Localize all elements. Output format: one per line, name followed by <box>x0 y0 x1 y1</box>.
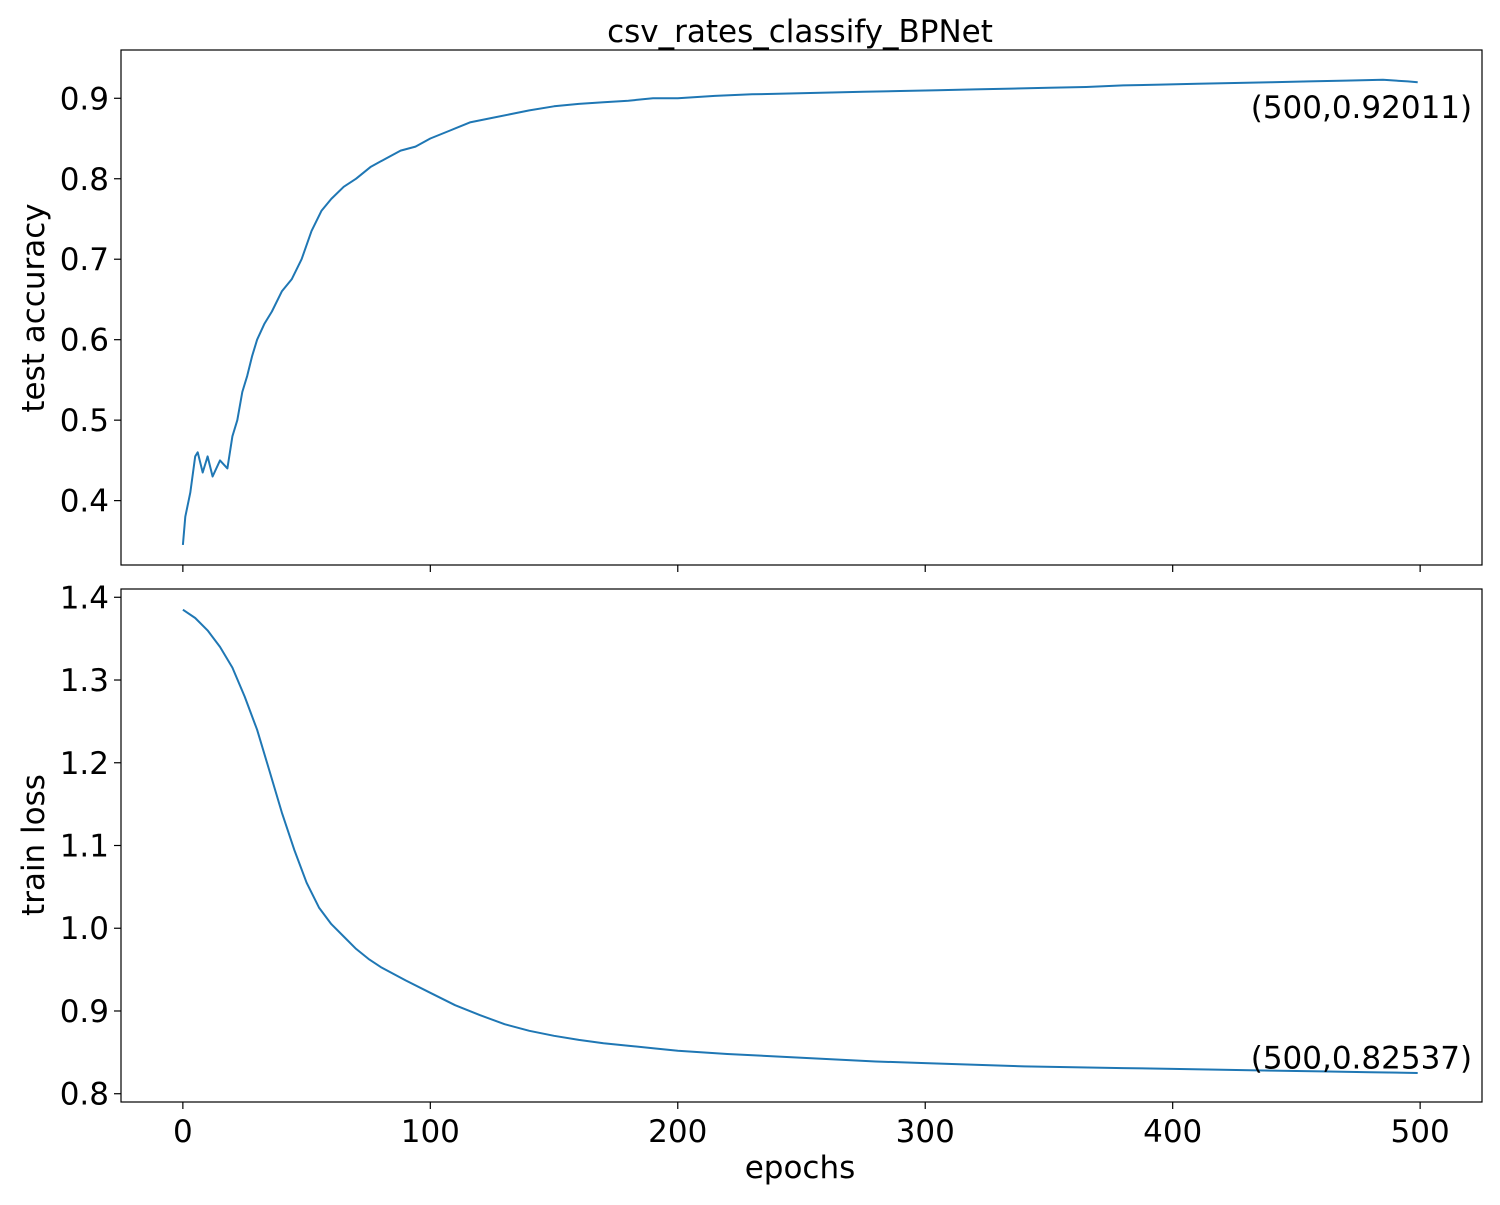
loss-y-tick-label: 0.9 <box>60 994 109 1030</box>
accuracy-y-tick-label: 0.6 <box>60 323 109 359</box>
chart-title: csv_rates_classify_BPNet <box>607 14 993 50</box>
accuracy-y-tick-label: 0.9 <box>60 81 109 117</box>
loss-x-tick-label: 400 <box>1143 1114 1202 1150</box>
accuracy-subplot: 0.4 0.5 0.6 0.7 0.8 0.9 <box>60 49 1483 572</box>
accuracy-y-tick-label: 0.4 <box>60 484 109 520</box>
accuracy-axes-frame <box>120 49 1483 566</box>
loss-y-tick-label: 1.1 <box>60 829 109 865</box>
accuracy-y-tick-label: 0.7 <box>60 242 109 278</box>
accuracy-final-annotation: (500,0.92011) <box>1251 90 1472 126</box>
x-axis-label: epochs <box>745 1150 856 1186</box>
loss-y-tick-label: 1.3 <box>60 663 109 699</box>
loss-y-tick-label: 0.8 <box>60 1077 109 1113</box>
loss-y-axis-label: train loss <box>16 774 52 916</box>
loss-axes-frame <box>120 588 1483 1103</box>
loss-x-tick-label: 300 <box>896 1114 955 1150</box>
accuracy-y-tick-label: 0.5 <box>60 403 109 439</box>
loss-y-tick-label: 1.0 <box>60 911 109 947</box>
loss-subplot: 0.8 0.9 1.0 1.1 1.2 1.3 1.4 0 100 200 300 400 500 <box>60 580 1483 1150</box>
loss-x-tick-label: 200 <box>648 1114 707 1150</box>
loss-y-tick-label: 1.4 <box>60 580 109 616</box>
loss-x-tick-label: 100 <box>401 1114 460 1150</box>
loss-x-tick-label: 500 <box>1391 1114 1450 1150</box>
loss-series-line <box>182 608 1418 1074</box>
accuracy-y-axis-label: test accuracy <box>16 203 52 412</box>
loss-x-tick-label: 0 <box>173 1114 193 1150</box>
loss-final-annotation: (500,0.82537) <box>1251 1041 1472 1077</box>
loss-y-tick-label: 1.2 <box>60 746 109 782</box>
accuracy-y-tick-label: 0.8 <box>60 162 109 198</box>
accuracy-series-line <box>181 78 1418 545</box>
